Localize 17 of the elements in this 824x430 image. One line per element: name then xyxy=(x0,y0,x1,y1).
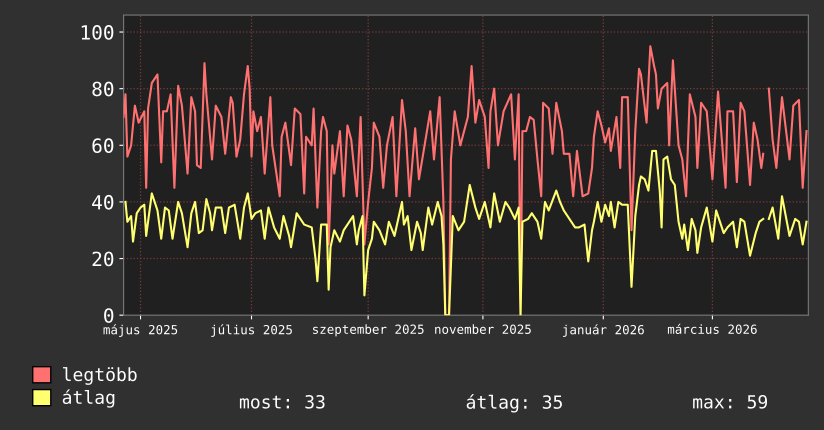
text: átlag: 35 xyxy=(466,394,562,412)
y-tick-label: 100 xyxy=(82,25,114,40)
y-tick-label: 20 xyxy=(92,252,114,266)
x-tick-label: szeptember 2025 xyxy=(313,324,424,336)
legend-label: átlag xyxy=(62,389,114,408)
x-tick-label: november 2025 xyxy=(435,324,531,334)
text: max: 59 xyxy=(693,394,768,409)
x-tick-label: január 2026 xyxy=(563,324,644,337)
y-tick-label: 0 xyxy=(104,308,114,323)
x-tick-label: május 2025 xyxy=(104,324,178,337)
y-tick-label: 60 xyxy=(92,138,114,154)
text: most: 33 xyxy=(240,394,325,409)
y-tick-label: 40 xyxy=(92,194,114,210)
x-tick-label: március 2026 xyxy=(668,324,757,334)
y-tick-label: 80 xyxy=(92,82,114,96)
x-tick-label: július 2025 xyxy=(211,324,292,337)
legend-label: legtöbb xyxy=(63,367,137,385)
